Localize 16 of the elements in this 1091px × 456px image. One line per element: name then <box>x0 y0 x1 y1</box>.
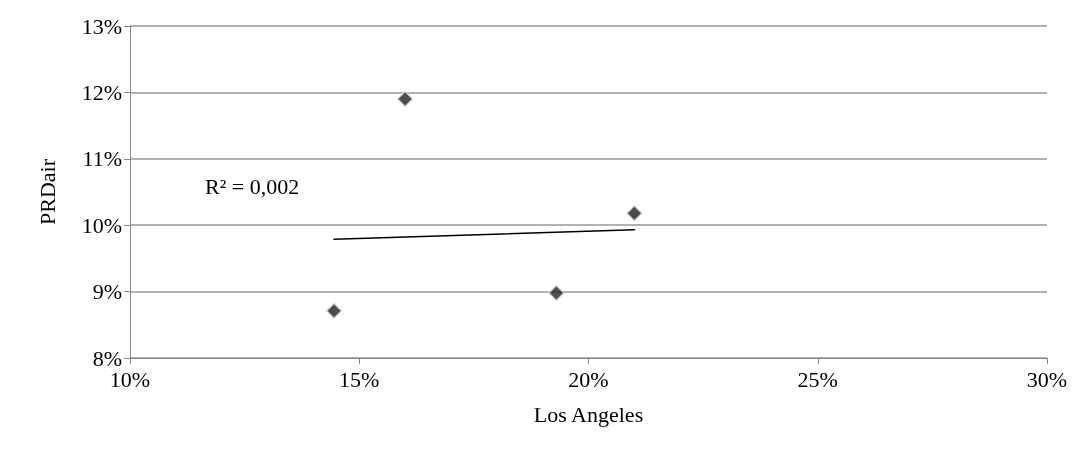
x-tick-label: 20% <box>568 366 609 392</box>
x-tick-label: 30% <box>1026 366 1068 392</box>
point <box>325 302 343 320</box>
y-tick-label: 10% <box>81 212 122 238</box>
point <box>548 284 565 302</box>
point <box>396 90 414 108</box>
y-tick-label: 12% <box>81 79 122 105</box>
y-tick-label: 9% <box>92 279 122 305</box>
annotation: R² = 0,002 <box>205 173 300 199</box>
x-tick-label: 25% <box>797 366 838 392</box>
x-tick-label: 15% <box>339 366 380 392</box>
point <box>626 205 643 222</box>
y-tick-label: 13% <box>81 13 122 39</box>
y-tick-label: 11% <box>82 146 122 172</box>
y-axis-title: PRDair <box>34 158 60 225</box>
x-axis-title: Los Angeles <box>533 401 644 427</box>
